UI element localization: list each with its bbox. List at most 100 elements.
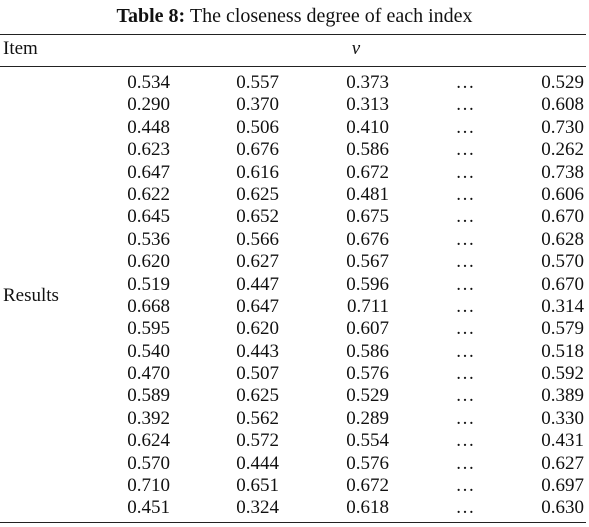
- table-cell: 0.592: [541, 363, 584, 385]
- table-cell: 0.567: [346, 251, 389, 273]
- table-cell: 0.652: [236, 206, 279, 228]
- table-cell: 0.738: [541, 161, 584, 183]
- table-row: 0.392 0.562 0.289 … 0.330: [0, 408, 589, 430]
- table-row: 0.570 0.444 0.576 … 0.627: [0, 453, 589, 475]
- table-cell: 0.451: [127, 497, 170, 519]
- row-stub-results: Results: [3, 285, 59, 306]
- table-cell: 0.447: [236, 273, 279, 295]
- table-cell: 0.572: [236, 430, 279, 452]
- table-row: 0.623 0.676 0.586 … 0.262: [0, 139, 589, 161]
- table-cell: 0.576: [346, 452, 389, 474]
- table-cell: 0.448: [127, 116, 170, 138]
- table-cell: 0.586: [346, 139, 389, 161]
- ellipsis-cell: …: [455, 318, 477, 340]
- table-cell: 0.570: [127, 452, 170, 474]
- table-cell: 0.444: [236, 452, 279, 474]
- table-cell: 0.289: [346, 407, 389, 429]
- table-row: 0.534 0.557 0.373 … 0.529: [0, 72, 589, 94]
- ellipsis-cell: …: [455, 161, 477, 183]
- table-cell: 0.324: [236, 497, 279, 519]
- table-cell: 0.314: [541, 295, 584, 317]
- table-cell: 0.616: [236, 161, 279, 183]
- bottom-rule: [0, 522, 586, 523]
- ellipsis-cell: …: [455, 94, 477, 116]
- caption-label: Table 8:: [116, 5, 186, 27]
- table-cell: 0.606: [541, 183, 584, 205]
- table-cell: 0.670: [541, 206, 584, 228]
- table-cell: 0.370: [236, 94, 279, 116]
- table-body: 0.534 0.557 0.373… 0.529 0.290 0.370 0.313… 0.6…: [0, 72, 589, 520]
- table-cell: 0.627: [236, 251, 279, 273]
- table-cell: 0.672: [346, 161, 389, 183]
- table-row: 0.589 0.625 0.529 … 0.389: [0, 385, 589, 407]
- table-cell: 0.536: [127, 228, 170, 250]
- table-row: 0.620 0.627 0.567 … 0.570: [0, 251, 589, 273]
- ellipsis-cell: …: [455, 295, 477, 317]
- table-cell: 0.540: [127, 340, 170, 362]
- table-row: 0.595 0.620 0.607 … 0.579: [0, 318, 589, 340]
- table-row: 0.624 0.572 0.554 … 0.431: [0, 430, 589, 452]
- table-cell: 0.518: [541, 340, 584, 362]
- ellipsis-cell: …: [455, 430, 477, 452]
- table-row: 0.448 0.506 0.410 … 0.730: [0, 117, 589, 139]
- table-cell: 0.596: [346, 273, 389, 295]
- table-cell: 0.506: [236, 116, 279, 138]
- ellipsis-cell: …: [455, 139, 477, 161]
- table-cell: 0.651: [236, 475, 279, 497]
- table-cell: 0.554: [346, 430, 389, 452]
- ellipsis-cell: …: [455, 385, 477, 407]
- table-row: 0.290 0.370 0.313 … 0.608: [0, 94, 589, 116]
- ellipsis-cell: …: [455, 497, 477, 519]
- table-row: 0.470 0.507 0.576 … 0.592: [0, 363, 589, 385]
- ellipsis-cell: …: [455, 183, 477, 205]
- table-row: 0.710 0.651 0.672 … 0.697: [0, 475, 589, 497]
- table-cell: 0.290: [127, 94, 170, 116]
- table-cell: 0.431: [541, 430, 584, 452]
- table-cell: 0.481: [346, 183, 389, 205]
- table-cell: 0.676: [346, 228, 389, 250]
- caption-text: The closeness degree of each index: [189, 5, 473, 27]
- table-cell: 0.529: [541, 72, 584, 93]
- table-cell: 0.392: [127, 407, 170, 429]
- ellipsis-cell: …: [455, 340, 477, 362]
- table-cell: 0.595: [127, 318, 170, 340]
- table-cell: 0.562: [236, 407, 279, 429]
- table-cell: 0.262: [541, 139, 584, 161]
- table-cell: 0.620: [236, 318, 279, 340]
- table-cell: 0.668: [127, 295, 170, 317]
- table-cell: 0.579: [541, 318, 584, 340]
- table-cell: 0.529: [346, 385, 389, 407]
- table-cell: 0.670: [541, 273, 584, 295]
- ellipsis-cell: …: [455, 206, 477, 228]
- ellipsis-cell: …: [455, 228, 477, 250]
- table-cell: 0.711: [346, 295, 389, 317]
- table-row: 0.668 0.647 0.711 … 0.314: [0, 296, 589, 318]
- ellipsis-cell: …: [455, 452, 477, 474]
- table-cell: 0.443: [236, 340, 279, 362]
- header-rule: [0, 66, 586, 67]
- table-cell: 0.625: [236, 183, 279, 205]
- table-row: 0.519 0.447 0.596 … 0.670: [0, 274, 589, 296]
- table-cell: 0.557: [236, 72, 279, 93]
- table-cell: 0.566: [236, 228, 279, 250]
- table-cell: 0.630: [541, 497, 584, 519]
- table-cell: 0.625: [236, 385, 279, 407]
- ellipsis-cell: …: [455, 363, 477, 385]
- top-rule: [0, 34, 586, 35]
- table-cell: 0.586: [346, 340, 389, 362]
- column-header-v: v: [351, 38, 361, 59]
- table-cell: 0.622: [127, 183, 170, 205]
- table-cell: 0.576: [346, 363, 389, 385]
- table-cell: 0.330: [541, 407, 584, 429]
- table-cell: 0.620: [127, 251, 170, 273]
- ellipsis-cell: …: [455, 273, 477, 295]
- table-cell: 0.589: [127, 385, 170, 407]
- table-row: 0.622 0.625 0.481 … 0.606: [0, 184, 589, 206]
- table-cell: 0.373: [346, 72, 389, 93]
- table-cell: 0.618: [346, 497, 389, 519]
- table-cell: 0.645: [127, 206, 170, 228]
- table-cell: 0.710: [127, 475, 170, 497]
- table-row: 0.647 0.616 0.672 … 0.738: [0, 162, 589, 184]
- table-cell: 0.608: [541, 94, 584, 116]
